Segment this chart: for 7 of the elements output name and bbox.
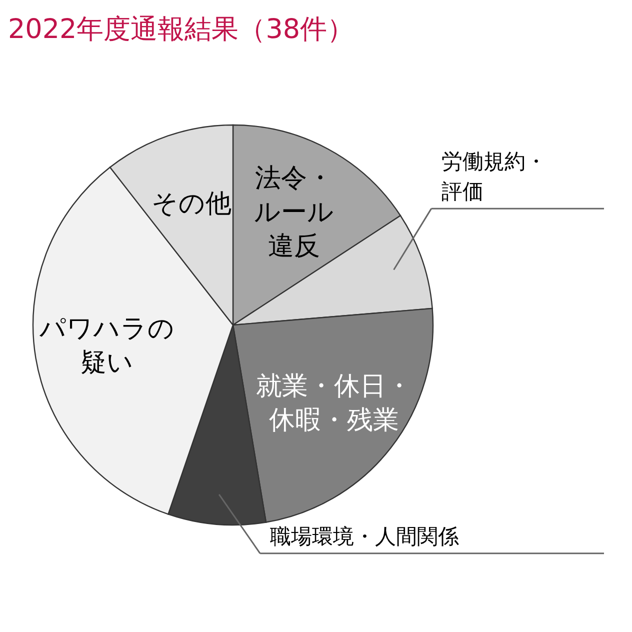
slice-label: その他 — [151, 188, 232, 219]
slice-label: 職場環境・人間関係 — [270, 524, 460, 548]
slice-label: 法令・ルール違反 — [254, 163, 334, 262]
chart-title: 2022年度通報結果（38件） — [8, 14, 354, 45]
slice-label: パワハラの疑い — [38, 314, 174, 378]
slice-label: 労働規約・評価 — [441, 150, 546, 204]
slice-label: 就業・休日・休暇・残業 — [256, 372, 412, 436]
